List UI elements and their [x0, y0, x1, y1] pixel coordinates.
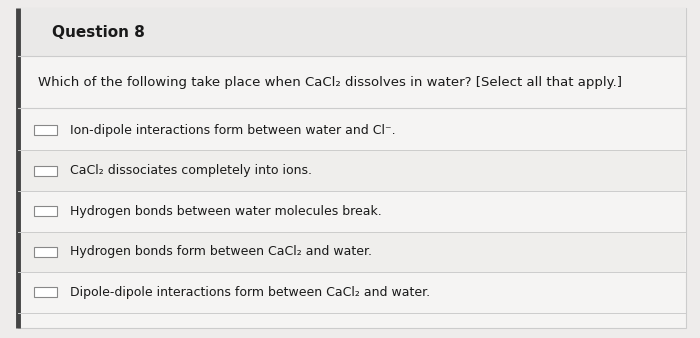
FancyBboxPatch shape	[18, 8, 686, 56]
Text: Hydrogen bonds between water molecules break.: Hydrogen bonds between water molecules b…	[70, 205, 382, 218]
Text: Hydrogen bonds form between CaCl₂ and water.: Hydrogen bonds form between CaCl₂ and wa…	[70, 245, 372, 258]
Text: Ion-dipole interactions form between water and Cl⁻.: Ion-dipole interactions form between wat…	[70, 124, 396, 137]
FancyBboxPatch shape	[18, 272, 685, 313]
FancyBboxPatch shape	[34, 166, 57, 176]
Text: Which of the following take place when CaCl₂ dissolves in water? [Select all tha: Which of the following take place when C…	[38, 76, 622, 89]
FancyBboxPatch shape	[18, 150, 685, 191]
FancyBboxPatch shape	[18, 110, 685, 150]
FancyBboxPatch shape	[18, 232, 685, 272]
FancyBboxPatch shape	[18, 191, 685, 232]
FancyBboxPatch shape	[34, 206, 57, 216]
Text: CaCl₂ dissociates completely into ions.: CaCl₂ dissociates completely into ions.	[70, 164, 312, 177]
Text: Dipole-dipole interactions form between CaCl₂ and water.: Dipole-dipole interactions form between …	[70, 286, 430, 299]
FancyBboxPatch shape	[34, 287, 57, 297]
FancyBboxPatch shape	[34, 125, 57, 135]
FancyBboxPatch shape	[18, 8, 686, 328]
Text: Question 8: Question 8	[52, 25, 146, 40]
FancyBboxPatch shape	[34, 247, 57, 257]
